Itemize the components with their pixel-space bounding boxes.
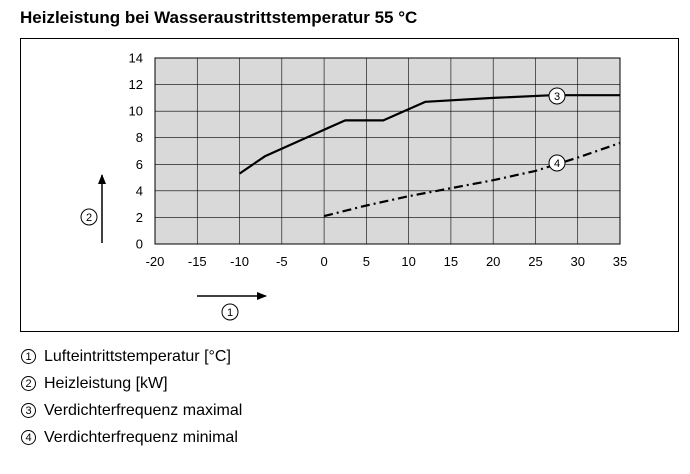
legend-item: 2 Heizleistung [kW] [21,370,242,397]
plot-area [154,57,621,245]
grid [155,58,620,244]
chart-title: Heizleistung bei Wasseraustrittstemperat… [20,8,418,27]
legend-number: 3 [21,403,36,418]
legend-text: Verdichterfrequenz maximal [44,401,243,419]
legend-item: 3 Verdichterfrequenz maximal [21,397,242,424]
legend-item: 4 Verdichterfrequenz minimal [21,424,242,451]
series-marker-circle [548,154,566,172]
series-line-max [238,94,620,175]
y-axis-marker-label: 2 [86,212,92,224]
x-tick-label: 5 [363,254,370,269]
chart-frame [20,38,679,332]
axis-markers: 12 [80,174,267,321]
y-axis-marker-circle [80,208,98,226]
series-marker-circle [548,87,566,105]
series-group: 34 [238,87,621,218]
x-axis-marker-label: 1 [227,307,233,319]
x-tick-label: -15 [188,254,207,269]
x-tick-label: 30 [570,254,584,269]
legend-item: 1 Lufteintrittstemperatur [°C] [21,343,242,370]
y-tick-label: 0 [136,237,143,252]
legend-text: Lufteintrittstemperatur [°C] [44,347,231,365]
y-tick-label: 14 [129,51,143,66]
x-axis-marker-circle [221,303,239,321]
y-tick-label: 4 [136,183,143,198]
legend-number: 2 [21,376,36,391]
legend-text: Verdichterfrequenz minimal [44,428,238,446]
y-tick-label: 10 [129,104,143,119]
y-tick-label: 12 [129,77,143,92]
legend-number: 1 [21,349,36,364]
x-tick-label: 0 [320,254,327,269]
series-line-min [323,141,621,218]
series-marker-label: 4 [554,158,560,170]
x-tick-label: 15 [444,254,458,269]
series-marker-label: 3 [554,91,560,103]
x-tick-label: -5 [276,254,288,269]
x-tick-label: 35 [613,254,627,269]
y-tick-label: 6 [136,157,143,172]
legend-number: 4 [21,430,36,445]
y-tick-label: 8 [136,130,143,145]
y-tick-label: 2 [136,210,143,225]
x-tick-label: -20 [146,254,165,269]
legend: 1 Lufteintrittstemperatur [°C] 2 Heizlei… [21,343,242,451]
tick-labels: -20 -15 -10 -5 0 5 10 15 20 25 30 35 0 2 4 6 8 10 12 14 [129,51,628,270]
x-tick-label: 20 [486,254,500,269]
x-tick-label: 10 [401,254,415,269]
legend-text: Heizleistung [kW] [44,374,168,392]
x-tick-label: -10 [230,254,249,269]
x-tick-label: 25 [528,254,542,269]
